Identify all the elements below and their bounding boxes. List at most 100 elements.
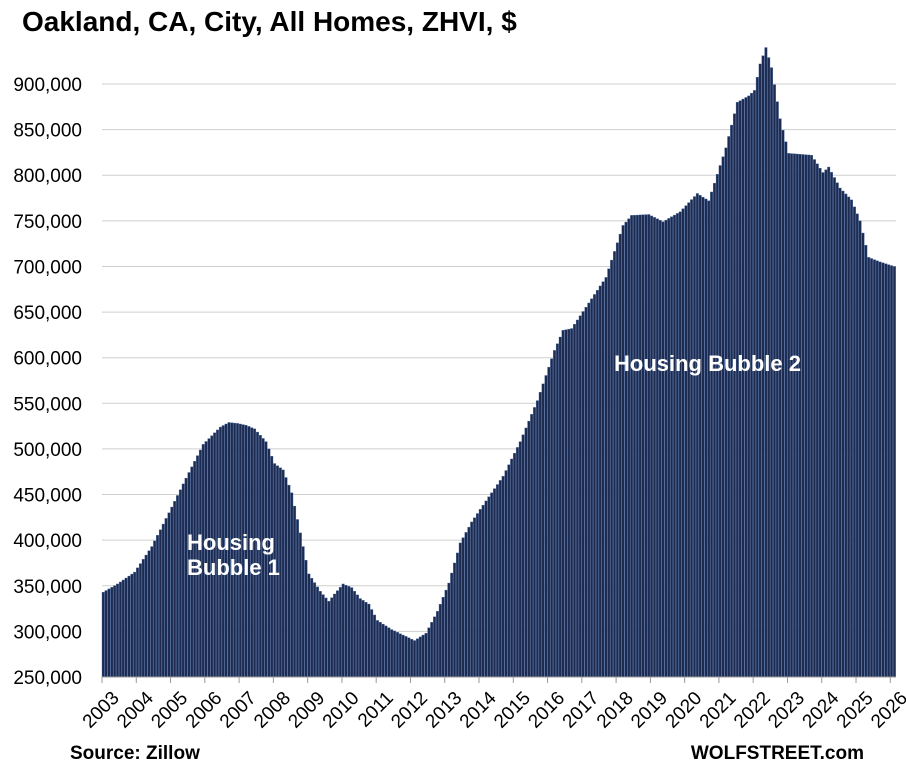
- bar: [695, 193, 699, 678]
- x-axis: 2003200420052006200720082009201020112012…: [79, 676, 906, 733]
- bar: [741, 98, 745, 678]
- bar: [887, 264, 891, 678]
- bar: [641, 214, 645, 678]
- bar: [793, 153, 796, 678]
- bar: [444, 589, 448, 678]
- bar: [433, 616, 436, 678]
- bar: [318, 591, 322, 678]
- bar: [530, 414, 534, 678]
- x-tick-label: 2018: [593, 688, 638, 733]
- bar: [778, 118, 782, 678]
- bar: [490, 492, 494, 678]
- bar: [418, 636, 422, 678]
- y-tick-label: 400,000: [13, 531, 82, 552]
- bar: [381, 623, 385, 678]
- bar: [595, 290, 599, 678]
- bar: [435, 611, 439, 678]
- bar: [684, 205, 688, 678]
- bar: [304, 560, 308, 678]
- bar: [818, 167, 822, 678]
- bar: [455, 552, 459, 678]
- bar: [450, 572, 454, 678]
- x-tick-label: 2005: [147, 688, 192, 733]
- bar: [281, 469, 285, 678]
- x-tick-label: 2008: [250, 688, 295, 733]
- y-tick-label: 500,000: [13, 440, 82, 461]
- bar: [784, 141, 788, 678]
- bar: [176, 495, 179, 678]
- bar: [538, 392, 542, 678]
- bar: [358, 598, 362, 678]
- bar: [130, 573, 134, 678]
- x-tick-label: 2004: [113, 687, 158, 732]
- bar: [347, 586, 351, 678]
- bar: [727, 136, 731, 678]
- bar: [293, 505, 297, 678]
- bar: [158, 529, 162, 678]
- bar: [618, 233, 622, 678]
- bar: [547, 366, 551, 678]
- bar: [578, 315, 582, 678]
- x-tick-label: 2013: [422, 688, 467, 733]
- bar: [527, 420, 531, 678]
- y-tick-label: 800,000: [13, 166, 82, 187]
- bar: [795, 153, 799, 678]
- bar: [687, 202, 691, 678]
- bar: [775, 101, 779, 678]
- bar: [847, 196, 851, 678]
- bar: [601, 281, 605, 678]
- bar: [670, 216, 674, 678]
- bar: [310, 578, 314, 678]
- bar: [284, 477, 288, 678]
- bar: [141, 559, 145, 678]
- bar: [464, 532, 468, 678]
- bar: [478, 509, 482, 678]
- bar: [593, 294, 596, 678]
- bar: [475, 513, 479, 678]
- bar: [890, 265, 893, 678]
- bar: [864, 244, 868, 678]
- bar: [733, 113, 736, 678]
- bar: [810, 154, 814, 678]
- bar: [298, 532, 302, 678]
- bar: [667, 218, 671, 678]
- bar: [604, 277, 608, 678]
- y-tick-label: 350,000: [13, 577, 82, 598]
- bar: [324, 597, 328, 678]
- bar: [824, 169, 828, 678]
- bar: [521, 434, 525, 678]
- bar: [501, 476, 505, 678]
- bar: [698, 195, 702, 678]
- bar: [473, 517, 476, 678]
- bar: [613, 251, 616, 678]
- x-tick-label: 2016: [524, 688, 569, 733]
- source-note: Source: Zillow: [70, 743, 200, 764]
- bar: [438, 604, 442, 678]
- x-tick-label: 2011: [354, 688, 398, 732]
- bar: [610, 259, 614, 678]
- bar: [307, 573, 311, 678]
- bar: [730, 124, 734, 678]
- bar: [870, 258, 873, 678]
- bar: [661, 221, 665, 678]
- x-tick-label: 2023: [764, 688, 809, 733]
- x-tick-label: 2012: [387, 688, 432, 733]
- bar: [504, 470, 508, 678]
- bar: [567, 328, 571, 678]
- bar: [290, 492, 294, 678]
- bar: [624, 221, 628, 678]
- bar: [852, 206, 856, 678]
- bar: [710, 191, 714, 678]
- annotation-housing-bubble-1: Housing Bubble 1: [187, 530, 280, 580]
- bar: [553, 350, 556, 678]
- bar: [861, 232, 865, 678]
- bar: [424, 633, 428, 678]
- bar: [138, 563, 142, 678]
- bar: [581, 311, 585, 678]
- bar: [550, 358, 554, 678]
- bar: [738, 100, 742, 678]
- bar: [364, 602, 368, 678]
- bar: [587, 302, 591, 678]
- bar: [344, 584, 348, 678]
